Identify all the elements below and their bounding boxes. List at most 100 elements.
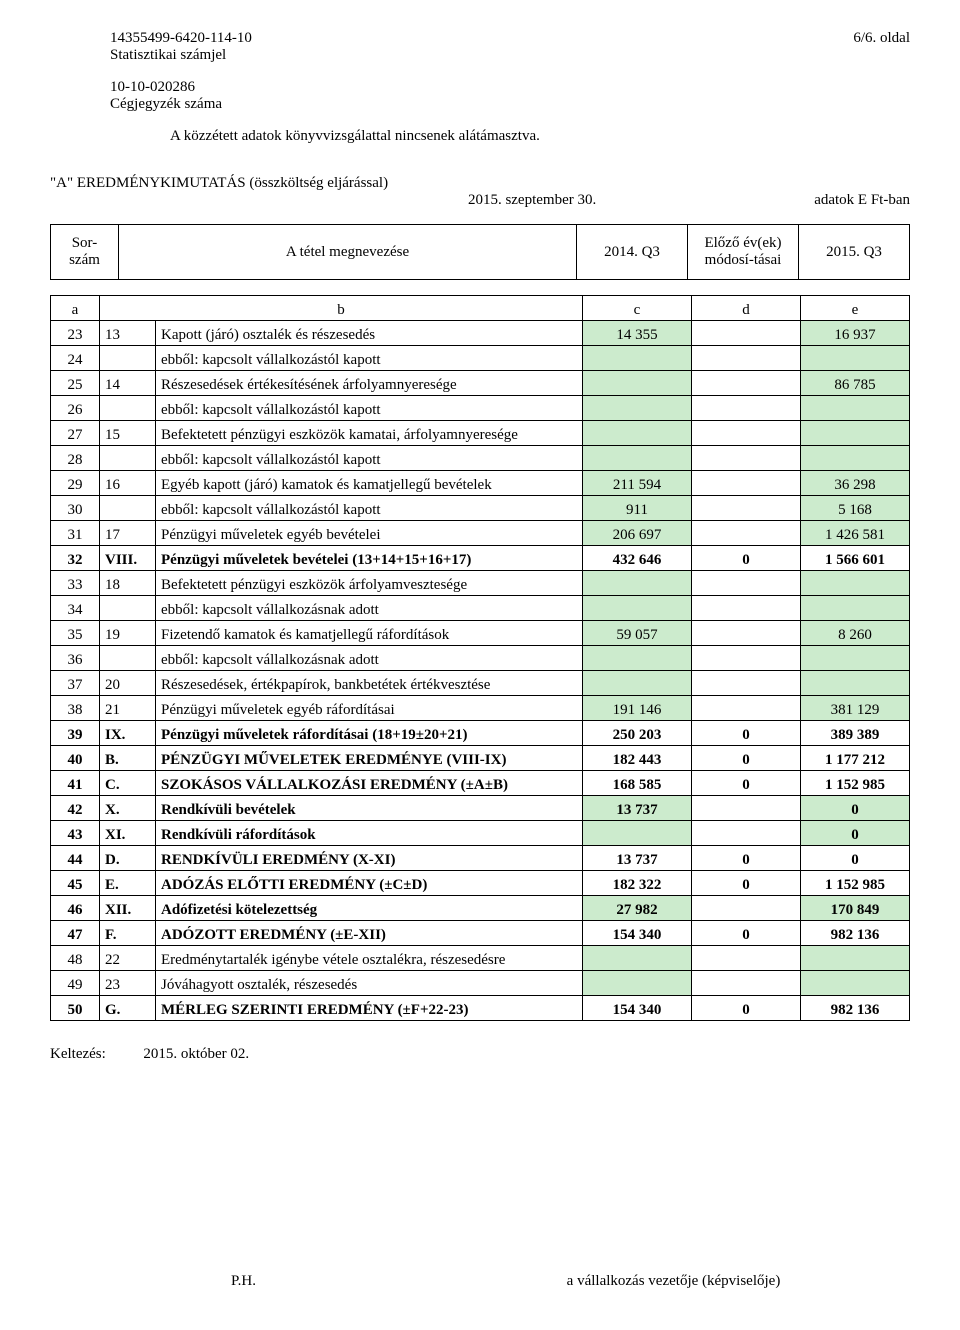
cell-e	[801, 671, 910, 696]
table-row: 44D.RENDKÍVÜLI EREDMÉNY (X-XI)13 73700	[51, 846, 910, 871]
cell-a: 41	[51, 771, 100, 796]
page-number: 6/6. oldal	[853, 30, 910, 64]
cell-b1: IX.	[100, 721, 156, 746]
cell-e: 1 177 212	[801, 746, 910, 771]
cell-b1: XI.	[100, 821, 156, 846]
cell-b2: Eredménytartalék igénybe vétele osztalék…	[156, 946, 583, 971]
cell-e	[801, 571, 910, 596]
lbl-c: c	[583, 296, 692, 321]
table-row: 28ebből: kapcsolt vállalkozástól kapott	[51, 446, 910, 471]
cell-d	[692, 596, 801, 621]
lbl-d: d	[692, 296, 801, 321]
cell-d	[692, 796, 801, 821]
cell-b2: Pénzügyi műveletek egyéb bevételei	[156, 521, 583, 546]
cell-b1: 22	[100, 946, 156, 971]
cell-a: 39	[51, 721, 100, 746]
cell-a: 44	[51, 846, 100, 871]
header-row: 14355499-6420-114-10 Statisztikai számje…	[50, 30, 910, 64]
lbl-a: a	[51, 296, 100, 321]
cell-a: 25	[51, 371, 100, 396]
cell-d	[692, 521, 801, 546]
cell-b1: F.	[100, 921, 156, 946]
cell-c: 168 585	[583, 771, 692, 796]
cell-c: 59 057	[583, 621, 692, 646]
cell-d	[692, 671, 801, 696]
cell-b2: Rendkívüli bevételek	[156, 796, 583, 821]
cell-b1	[100, 446, 156, 471]
cell-c: 250 203	[583, 721, 692, 746]
cell-a: 47	[51, 921, 100, 946]
cell-d	[692, 346, 801, 371]
cell-d	[692, 571, 801, 596]
cell-e: 1 152 985	[801, 871, 910, 896]
cell-d: 0	[692, 771, 801, 796]
table-row: 2514Részesedések értékesítésének árfolya…	[51, 371, 910, 396]
report-date: 2015. szeptember 30.	[250, 192, 814, 209]
cell-c	[583, 646, 692, 671]
cell-e: 982 136	[801, 921, 910, 946]
cell-d	[692, 696, 801, 721]
cell-e	[801, 971, 910, 996]
cell-a: 23	[51, 321, 100, 346]
table-row: 32VIII.Pénzügyi műveletek bevételei (13+…	[51, 546, 910, 571]
cell-e: 8 260	[801, 621, 910, 646]
cell-d	[692, 396, 801, 421]
page: 14355499-6420-114-10 Statisztikai számje…	[0, 0, 960, 1330]
table-row: 2916Egyéb kapott (járó) kamatok és kamat…	[51, 471, 910, 496]
cell-a: 35	[51, 621, 100, 646]
cell-a: 26	[51, 396, 100, 421]
cell-a: 32	[51, 546, 100, 571]
table-row: 40B.PÉNZÜGYI MŰVELETEK EREDMÉNYE (VIII-I…	[51, 746, 910, 771]
cell-c: 182 443	[583, 746, 692, 771]
column-header-table: Sor-szám A tétel megnevezése 2014. Q3 El…	[50, 224, 910, 280]
cell-e	[801, 946, 910, 971]
cell-c: 182 322	[583, 871, 692, 896]
lbl-b: b	[100, 296, 583, 321]
cell-b1: 17	[100, 521, 156, 546]
cell-b2: Egyéb kapott (járó) kamatok és kamatjell…	[156, 471, 583, 496]
cell-b2: RENDKÍVÜLI EREDMÉNY (X-XI)	[156, 846, 583, 871]
cell-c: 13 737	[583, 796, 692, 821]
table-row: 3720Részesedések, értékpapírok, bankbeté…	[51, 671, 910, 696]
table-row: 4923Jóváhagyott osztalék, részesedés	[51, 971, 910, 996]
table-row: 3519Fizetendő kamatok és kamatjellegű rá…	[51, 621, 910, 646]
table-row: 30ebből: kapcsolt vállalkozástól kapott9…	[51, 496, 910, 521]
keltezes-date: 2015. október 02.	[143, 1046, 249, 1062]
cell-b2: Pénzügyi műveletek egyéb ráfordításai	[156, 696, 583, 721]
cell-e: 1 566 601	[801, 546, 910, 571]
table-row: 4822Eredménytartalék igénybe vétele oszt…	[51, 946, 910, 971]
cell-c: 911	[583, 496, 692, 521]
cell-e: 982 136	[801, 996, 910, 1021]
table-row: 43XI.Rendkívüli ráfordítások0	[51, 821, 910, 846]
th-megnevezes: A tétel megnevezése	[119, 225, 577, 280]
cell-b2: ebből: kapcsolt vállalkozásnak adott	[156, 596, 583, 621]
th-c: 2014. Q3	[577, 225, 688, 280]
cell-e	[801, 421, 910, 446]
cell-c: 13 737	[583, 846, 692, 871]
cell-b2: SZOKÁSOS VÁLLALKOZÁSI EREDMÉNY (±A±B)	[156, 771, 583, 796]
cell-e: 0	[801, 821, 910, 846]
cell-b2: ADÓZOTT EREDMÉNY (±E-XII)	[156, 921, 583, 946]
cell-d: 0	[692, 996, 801, 1021]
cell-a: 27	[51, 421, 100, 446]
cell-d: 0	[692, 746, 801, 771]
cell-b1	[100, 646, 156, 671]
cell-b2: Részesedések, értékpapírok, bankbetétek …	[156, 671, 583, 696]
cell-c	[583, 946, 692, 971]
cell-a: 28	[51, 446, 100, 471]
cell-b2: Jóváhagyott osztalék, részesedés	[156, 971, 583, 996]
cell-e: 0	[801, 796, 910, 821]
cell-b1: 19	[100, 621, 156, 646]
cell-a: 38	[51, 696, 100, 721]
cell-a: 40	[51, 746, 100, 771]
table-row: 26ebből: kapcsolt vállalkozástól kapott	[51, 396, 910, 421]
cell-e: 36 298	[801, 471, 910, 496]
cell-b1: D.	[100, 846, 156, 871]
cell-c: 14 355	[583, 321, 692, 346]
stat-id: 14355499-6420-114-10	[110, 30, 252, 47]
cell-e	[801, 396, 910, 421]
cell-b1	[100, 596, 156, 621]
cell-c: 154 340	[583, 921, 692, 946]
cell-d: 0	[692, 846, 801, 871]
th-e: 2015. Q3	[799, 225, 910, 280]
